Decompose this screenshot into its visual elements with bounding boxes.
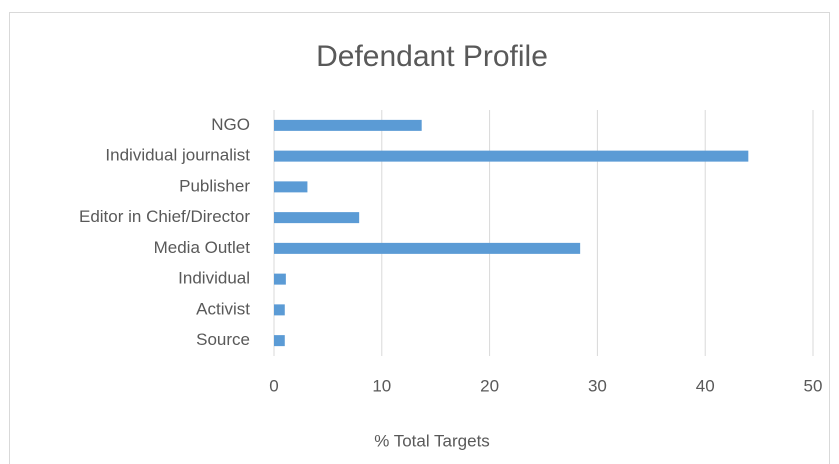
y-tick-label: Editor in Chief/Director <box>79 207 250 226</box>
y-tick-label: Publisher <box>179 176 250 195</box>
x-axis-title: % Total Targets <box>374 431 490 450</box>
x-tick-label: 10 <box>372 376 391 395</box>
y-tick-label: Activist <box>196 299 250 318</box>
bar <box>274 242 581 254</box>
bar <box>274 335 285 347</box>
x-tick-label: 50 <box>804 376 823 395</box>
x-tick-label: 30 <box>588 376 607 395</box>
x-tick-label: 0 <box>269 376 278 395</box>
bar <box>274 304 285 316</box>
x-tick-label: 20 <box>480 376 499 395</box>
chart-title: Defendant Profile <box>316 40 548 73</box>
bar <box>274 273 286 285</box>
y-tick-label: Source <box>196 330 250 349</box>
x-tick-label: 40 <box>696 376 715 395</box>
y-tick-label: Individual <box>178 269 250 288</box>
y-tick-label: Individual journalist <box>105 146 250 165</box>
y-tick-label: NGO <box>211 115 250 134</box>
bar <box>274 150 749 162</box>
bar <box>274 212 360 224</box>
y-tick-label: Media Outlet <box>154 238 251 257</box>
bar <box>274 181 308 193</box>
bar <box>274 119 422 131</box>
chart-border <box>9 12 830 464</box>
